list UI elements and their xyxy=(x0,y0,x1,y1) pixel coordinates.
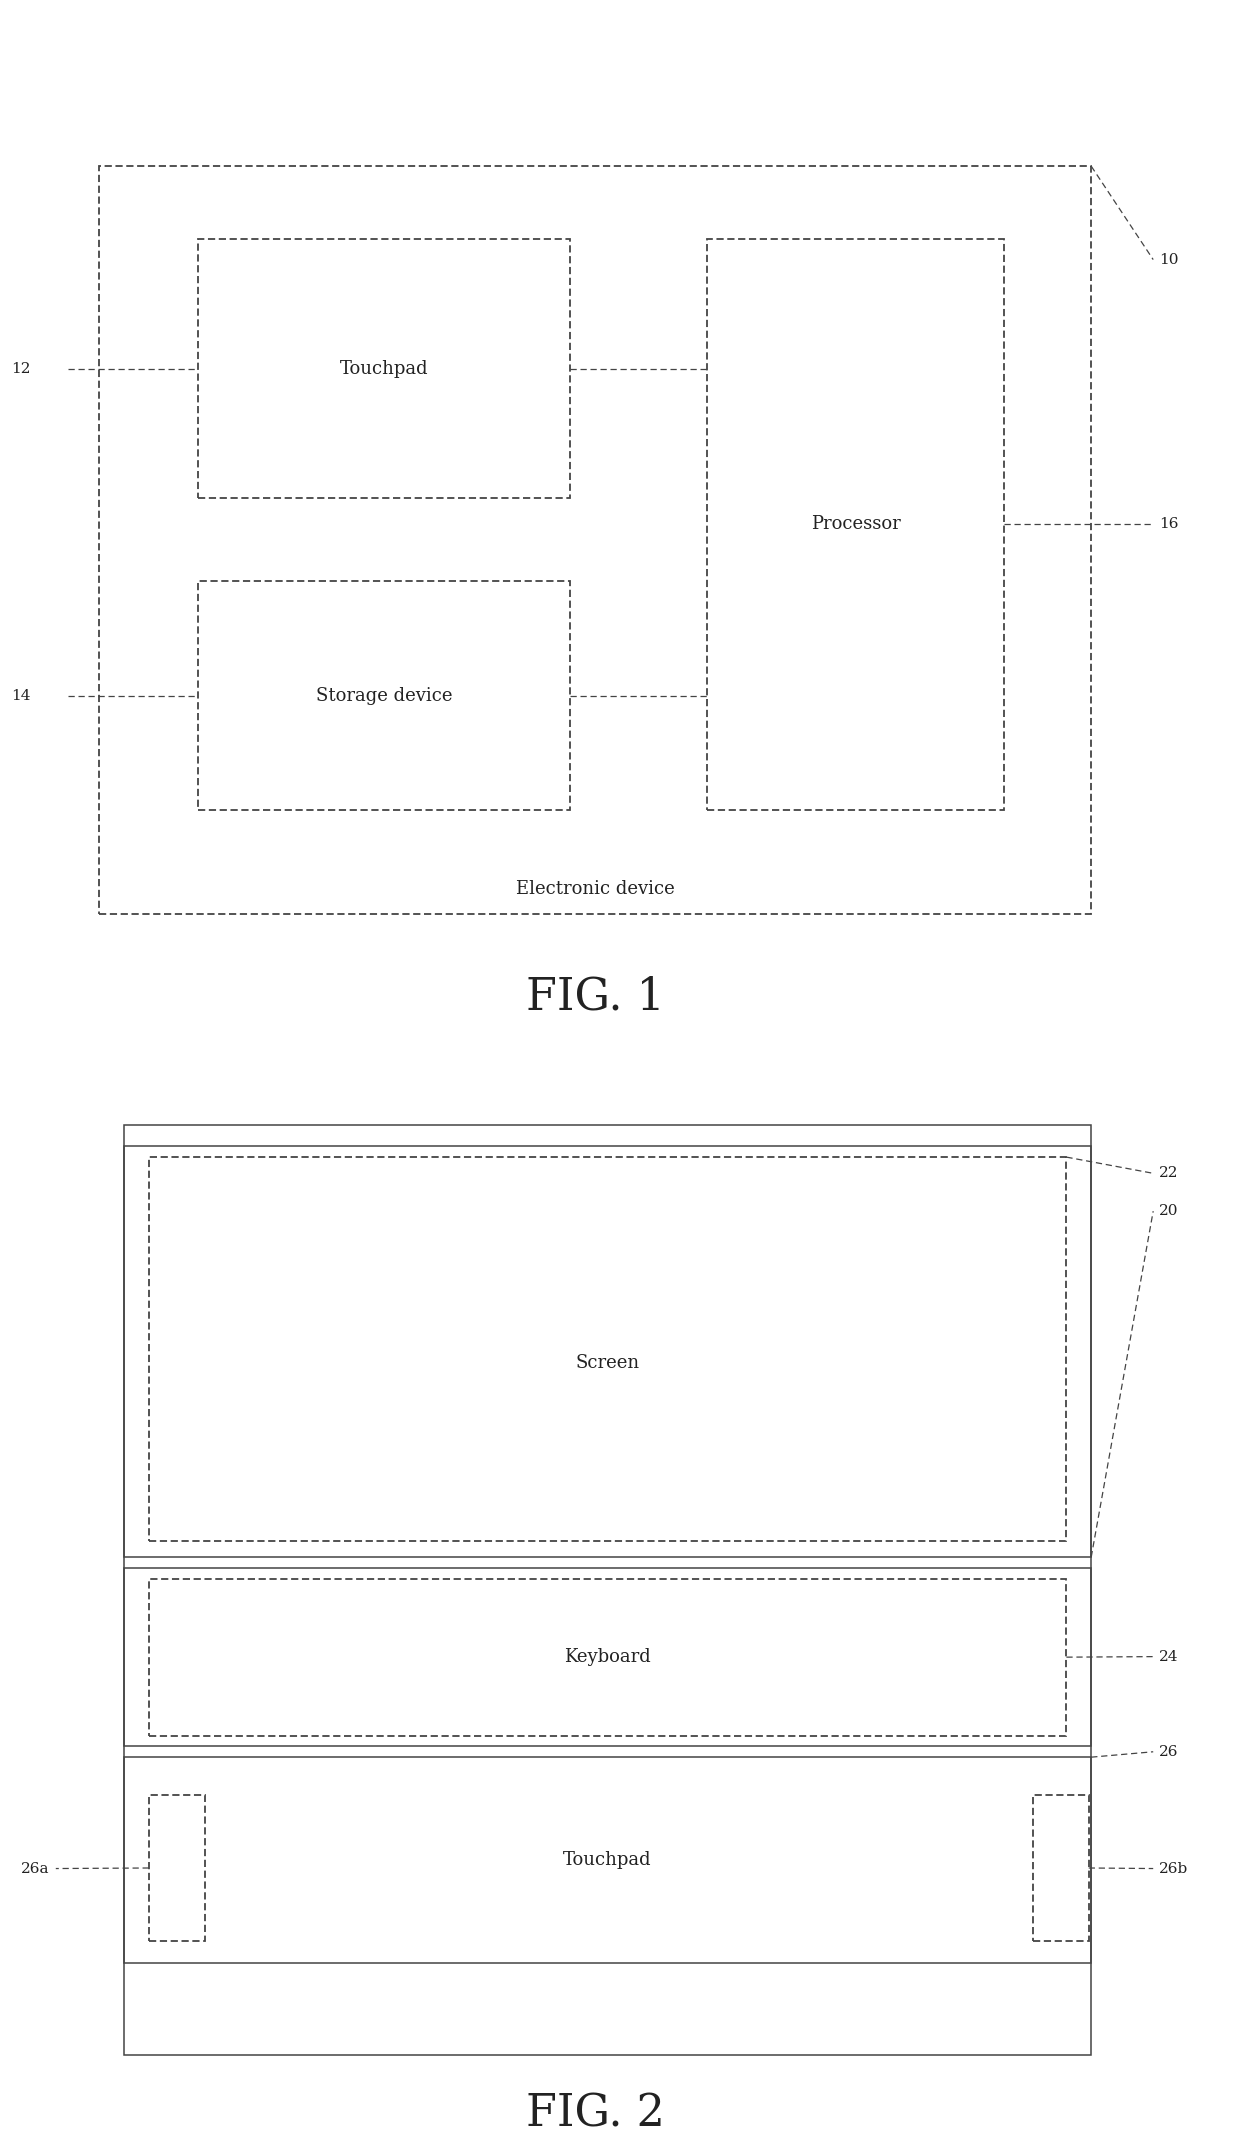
Text: 24: 24 xyxy=(1159,1649,1179,1664)
Bar xyxy=(99,167,1091,914)
Bar xyxy=(198,582,570,809)
Text: 16: 16 xyxy=(1159,518,1179,531)
Bar xyxy=(124,1124,1091,2055)
Text: Storage device: Storage device xyxy=(316,687,453,704)
Text: Touchpad: Touchpad xyxy=(340,360,429,377)
Text: Electronic device: Electronic device xyxy=(516,880,675,899)
Bar xyxy=(124,1758,1091,1963)
Text: 14: 14 xyxy=(11,689,31,702)
Text: Screen: Screen xyxy=(575,1353,640,1372)
Text: 10: 10 xyxy=(1159,253,1179,268)
Bar xyxy=(1033,1794,1089,1942)
Text: 26: 26 xyxy=(1159,1745,1179,1758)
Bar xyxy=(198,240,570,499)
Bar xyxy=(124,1567,1091,1747)
Text: 20: 20 xyxy=(1159,1203,1179,1218)
Bar xyxy=(149,1578,1066,1736)
Bar xyxy=(149,1794,205,1942)
Text: FIG. 2: FIG. 2 xyxy=(526,2092,665,2135)
Bar xyxy=(149,1156,1066,1542)
Text: 26b: 26b xyxy=(1159,1861,1189,1876)
Text: Keyboard: Keyboard xyxy=(564,1649,651,1666)
Text: Processor: Processor xyxy=(811,516,900,533)
Bar xyxy=(707,240,1004,809)
Text: 12: 12 xyxy=(11,362,31,375)
Text: 22: 22 xyxy=(1159,1167,1179,1180)
Text: Touchpad: Touchpad xyxy=(563,1850,652,1869)
Text: FIG. 1: FIG. 1 xyxy=(526,976,665,1019)
Text: 26a: 26a xyxy=(21,1861,50,1876)
Bar xyxy=(124,1145,1091,1557)
